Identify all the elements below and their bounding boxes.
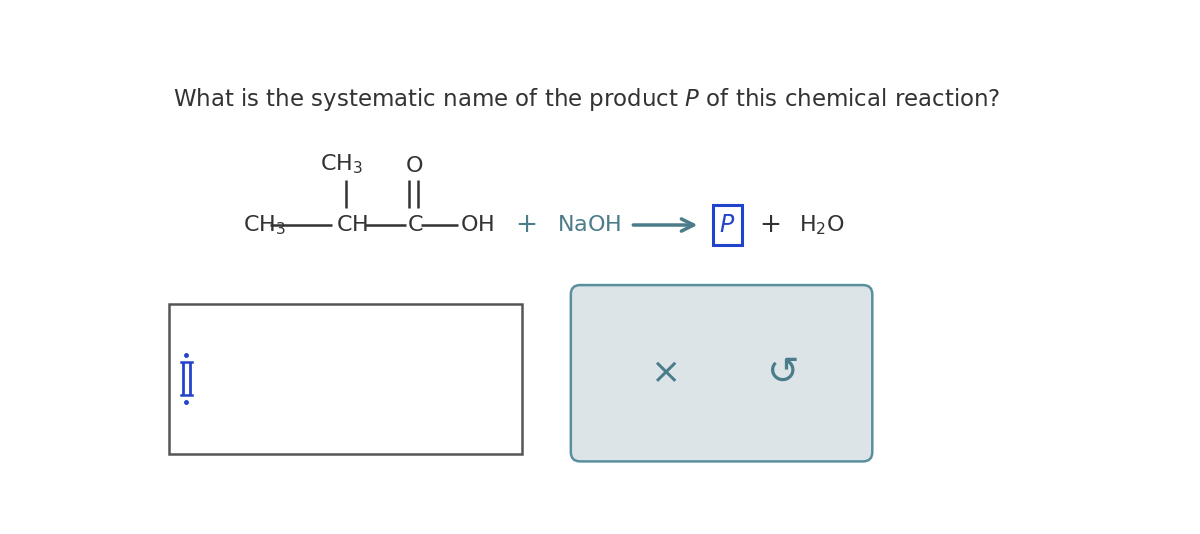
Text: What is the systematic name of the product $P$ of this chemical reaction?: What is the systematic name of the produ… <box>173 87 1001 113</box>
Text: $\mathregular{CH_3}$: $\mathregular{CH_3}$ <box>242 213 286 237</box>
FancyBboxPatch shape <box>169 303 522 454</box>
Text: $\mathregular{C}$: $\mathregular{C}$ <box>407 215 424 235</box>
Text: $\mathregular{OH}$: $\mathregular{OH}$ <box>460 215 494 235</box>
Text: $\mathregular{O}$: $\mathregular{O}$ <box>406 156 424 177</box>
FancyBboxPatch shape <box>713 205 742 245</box>
Text: $+$: $+$ <box>760 212 781 238</box>
Text: $\mathregular{CH}$: $\mathregular{CH}$ <box>336 215 368 235</box>
Text: ×: × <box>650 356 680 390</box>
Text: $\mathregular{CH_3}$: $\mathregular{CH_3}$ <box>320 153 362 177</box>
Text: $+$: $+$ <box>515 212 536 238</box>
Text: $\mathregular{H_2O}$: $\mathregular{H_2O}$ <box>799 213 845 237</box>
FancyBboxPatch shape <box>571 285 872 461</box>
Text: $\mathregular{NaOH}$: $\mathregular{NaOH}$ <box>557 215 622 235</box>
Text: $P$: $P$ <box>719 213 736 237</box>
Text: ↺: ↺ <box>768 354 800 392</box>
